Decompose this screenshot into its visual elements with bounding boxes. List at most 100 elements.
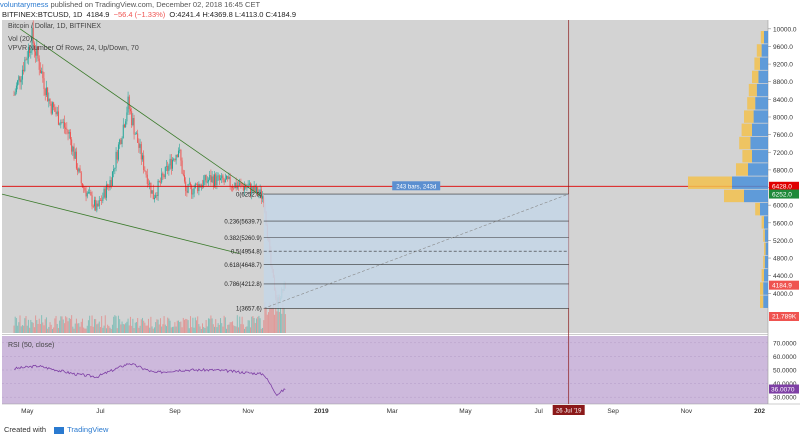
candle-body [102, 197, 104, 201]
y-tick-label: 7600.0 [773, 132, 793, 139]
candle-body [62, 122, 64, 123]
y-tick-label: 6800.0 [773, 167, 793, 174]
candle-body [98, 200, 100, 207]
candle-body [245, 186, 247, 189]
candle-body [171, 159, 173, 169]
volume-bar [253, 317, 255, 333]
volume-bar [33, 327, 35, 333]
volume-bar [117, 315, 119, 333]
candle-body [253, 185, 255, 192]
candle-body [157, 180, 159, 197]
published-text: published on TradingView.com, December 0… [50, 0, 261, 9]
volume-bar [60, 316, 62, 333]
vpvr-up-bar [755, 97, 768, 110]
candle-body [109, 180, 111, 188]
volume-bar [134, 322, 136, 333]
volume-bar [247, 320, 249, 333]
volume-bar [220, 318, 222, 333]
date-marker-bg [552, 405, 585, 415]
candle-body [179, 149, 181, 151]
volume-bar [74, 323, 76, 333]
volume-bar [138, 327, 140, 333]
volume-bar [196, 320, 198, 333]
candle-body [244, 186, 246, 191]
candle-body [177, 150, 179, 158]
volume-bar [186, 319, 188, 333]
candle-body [214, 174, 216, 187]
volume-bar [39, 323, 41, 333]
volume-bar [21, 325, 23, 333]
candle-body [150, 182, 152, 194]
volume-bar [90, 326, 92, 333]
volume-bar [99, 327, 101, 333]
volume-bar [244, 328, 246, 333]
candle-body [39, 69, 41, 74]
tradingview-brand[interactable]: TradingView [67, 425, 109, 434]
candle-body [227, 175, 229, 179]
vpvr-up-bar [753, 110, 768, 123]
volume-bar [183, 319, 185, 333]
candle-body [234, 182, 236, 189]
author-link[interactable]: voluntarymess [0, 0, 49, 9]
y-tick-label: 5200.0 [773, 238, 793, 245]
candle-body [79, 168, 81, 173]
volume-bar [197, 316, 199, 333]
volume-bar [50, 324, 52, 333]
volume-bar [53, 327, 55, 333]
candle-body [48, 98, 50, 102]
volume-bar [105, 328, 107, 333]
volume-bar [268, 312, 270, 333]
volume-bar [120, 324, 122, 333]
fib-level-label: 0.382(5260.9) [224, 236, 261, 242]
volume-bar [155, 322, 157, 333]
candle-body [128, 96, 130, 110]
symbol-label[interactable]: BITFINEX:BTCUSD, 1D [2, 10, 83, 19]
candle-body [196, 183, 198, 185]
candle-body [51, 102, 53, 114]
volume-bar [80, 321, 82, 333]
candle-body [193, 187, 195, 194]
volume-bar [159, 318, 161, 333]
candle-body [163, 175, 165, 178]
volume-bar [193, 327, 195, 333]
candle-body [44, 88, 46, 96]
projection-line [263, 193, 569, 309]
chart-canvas[interactable]: 4000.04400.04800.05200.05600.06000.06400… [0, 0, 800, 425]
volume-bar [131, 325, 133, 333]
candle-body [110, 180, 112, 186]
volume-bar [176, 320, 178, 333]
candle-body [117, 144, 119, 160]
volume-bar [168, 318, 170, 333]
candle-body [206, 181, 208, 183]
candle-body [60, 122, 62, 125]
candle-body [259, 189, 261, 194]
volume-bar [248, 320, 250, 333]
volume-bar [15, 318, 17, 333]
ohlc-values: O:4241.4 H:4369.8 L:4113.0 C:4184.9 [169, 10, 296, 19]
legend-vol[interactable]: Vol (20) [8, 36, 33, 43]
candle-body [211, 176, 213, 182]
candle-body [125, 121, 127, 128]
candle-body [93, 199, 95, 207]
volume-bar [238, 327, 240, 333]
candle-body [92, 206, 94, 207]
legend-vpvr[interactable]: VPVR Number Of Rows, 24, Up/Down, 70 [8, 45, 139, 52]
volume-bar [175, 326, 177, 333]
candle-body [239, 182, 241, 186]
volume-bar [129, 316, 131, 333]
volume-bar [235, 326, 237, 333]
candle-body [41, 71, 43, 74]
candle-body [233, 187, 235, 189]
volume-bar [92, 326, 94, 333]
volume-bar [229, 322, 231, 333]
candle-body [45, 87, 47, 96]
volume-bar [214, 326, 216, 333]
candle-body [220, 178, 222, 180]
candle-body [170, 158, 172, 169]
candle-body [63, 122, 65, 128]
volume-bar [202, 323, 204, 333]
projection-label: 243 bars, 243d [396, 184, 436, 190]
candle-body [126, 112, 128, 122]
candle-body [257, 186, 259, 196]
legend-rsi[interactable]: RSI (50, close) [8, 342, 55, 349]
